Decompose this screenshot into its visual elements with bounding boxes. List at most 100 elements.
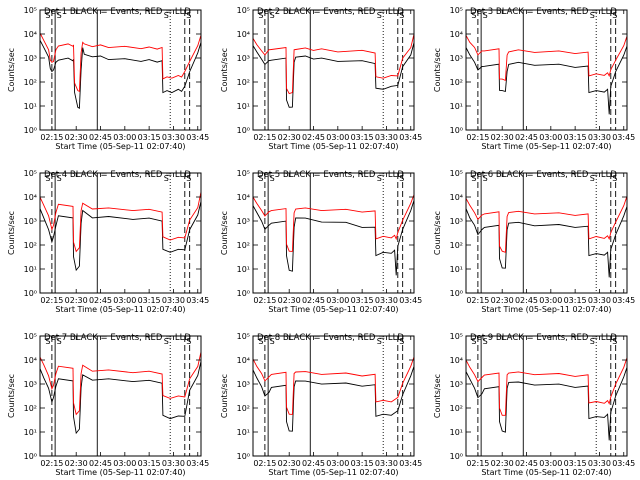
y-tick-label: 10⁴ xyxy=(450,30,463,39)
x-tick-label: 03:00 xyxy=(113,296,136,305)
y-axis-label: Counts/sec xyxy=(7,374,16,418)
panel-title: Det 1 BLACK = Events, RED = LLD xyxy=(44,7,191,17)
y-tick-label: 10² xyxy=(237,241,250,250)
panel-title: Det 8 BLACK = Events, RED = LLD xyxy=(257,333,404,343)
lld-series-line xyxy=(252,194,415,252)
x-axis-label: Start Time (05-Sep-11 02:07:40) xyxy=(55,305,185,314)
y-tick-label: 10³ xyxy=(24,217,37,226)
events-series-line xyxy=(252,42,415,108)
panel-title: Det 3 BLACK = Events, RED = LLD xyxy=(470,7,617,17)
x-tick-label: 03:30 xyxy=(162,296,185,305)
y-tick-label: 10⁰ xyxy=(24,126,37,135)
y-tick-label: 10⁵ xyxy=(450,6,463,15)
plot-frame xyxy=(465,172,628,294)
plot-frame xyxy=(39,172,202,294)
x-tick-label: 02:15 xyxy=(466,296,489,305)
x-tick-label: 02:45 xyxy=(89,296,112,305)
y-tick-label: 10² xyxy=(450,78,463,87)
x-tick-label: 03:15 xyxy=(138,459,161,468)
y-tick-label: 10² xyxy=(24,241,37,250)
events-series-line xyxy=(465,367,628,441)
y-tick-label: 10⁰ xyxy=(237,289,250,298)
flag-label: S xyxy=(483,11,488,20)
x-tick-label: 02:45 xyxy=(302,296,325,305)
plot-frame xyxy=(465,9,628,131)
x-tick-label: 03:30 xyxy=(588,296,611,305)
y-tick-label: 10¹ xyxy=(237,102,250,111)
x-tick-label: 02:45 xyxy=(89,459,112,468)
x-tick-label: 03:00 xyxy=(326,133,349,142)
lld-series-line xyxy=(465,35,628,82)
x-axis-label: Start Time (05-Sep-11 02:07:40) xyxy=(268,305,398,314)
x-tick-label: 03:00 xyxy=(113,459,136,468)
flag-label: S xyxy=(612,174,617,183)
x-tick-label: 03:45 xyxy=(186,133,209,142)
x-axis-label: Start Time (05-Sep-11 02:07:40) xyxy=(481,468,611,477)
x-tick-label: 03:45 xyxy=(399,133,422,142)
x-tick-label: 03:45 xyxy=(399,296,422,305)
x-tick-label: 03:00 xyxy=(113,133,136,142)
flag-label: S xyxy=(45,11,50,20)
flag-label: S xyxy=(164,11,169,20)
flag-label: S xyxy=(258,11,263,20)
y-tick-label: 10⁴ xyxy=(237,356,250,365)
y-tick-label: 10³ xyxy=(24,380,37,389)
flag-label: S xyxy=(483,337,488,346)
x-tick-label: 02:45 xyxy=(302,459,325,468)
x-tick-label: 02:30 xyxy=(278,459,301,468)
x-tick-label: 03:30 xyxy=(375,459,398,468)
x-tick-label: 02:15 xyxy=(253,133,276,142)
y-tick-label: 10⁵ xyxy=(24,6,37,15)
x-tick-label: 03:30 xyxy=(375,133,398,142)
events-series-line xyxy=(465,206,628,278)
flag-label: S xyxy=(186,337,191,346)
events-series-line xyxy=(465,45,628,115)
y-tick-label: 10⁴ xyxy=(24,356,37,365)
flag-label: S xyxy=(471,337,476,346)
flag-label: S xyxy=(57,11,62,20)
y-tick-label: 10⁴ xyxy=(24,193,37,202)
flag-label: S xyxy=(399,11,404,20)
y-tick-label: 10¹ xyxy=(237,265,250,274)
y-tick-label: 10⁴ xyxy=(450,193,463,202)
lld-series-line xyxy=(39,191,202,253)
y-axis-label: Counts/sec xyxy=(433,374,442,418)
x-tick-label: 02:45 xyxy=(302,133,325,142)
x-tick-label: 03:00 xyxy=(326,459,349,468)
y-tick-label: 10¹ xyxy=(450,428,463,437)
x-axis-label: Start Time (05-Sep-11 02:07:40) xyxy=(481,305,611,314)
panel-title: Det 4 BLACK = Events, RED = LLD xyxy=(44,170,191,180)
x-tick-label: 02:45 xyxy=(515,296,538,305)
y-tick-label: 10⁴ xyxy=(24,30,37,39)
flag-label: S xyxy=(270,337,275,346)
flag-label: S xyxy=(45,174,50,183)
x-tick-label: 02:15 xyxy=(40,133,63,142)
plot-frame xyxy=(252,335,415,457)
y-tick-label: 10⁴ xyxy=(450,356,463,365)
y-tick-label: 10³ xyxy=(450,217,463,226)
y-tick-label: 10² xyxy=(450,241,463,250)
panel-title: Det 9 BLACK = Events, RED = LLD xyxy=(470,333,617,343)
flag-label: S xyxy=(270,174,275,183)
flag-label: S xyxy=(612,337,617,346)
x-tick-label: 02:30 xyxy=(65,133,88,142)
y-tick-label: 10¹ xyxy=(450,265,463,274)
x-tick-label: 03:15 xyxy=(564,459,587,468)
lld-series-line xyxy=(39,32,202,93)
x-tick-label: 03:45 xyxy=(186,459,209,468)
x-tick-label: 02:45 xyxy=(89,133,112,142)
x-tick-label: 02:30 xyxy=(491,296,514,305)
flag-label: S xyxy=(164,337,169,346)
x-axis-label: Start Time (05-Sep-11 02:07:40) xyxy=(268,468,398,477)
x-tick-label: 03:45 xyxy=(612,459,635,468)
y-tick-label: 10⁵ xyxy=(237,6,250,15)
x-tick-label: 02:15 xyxy=(40,459,63,468)
plot-frame xyxy=(252,9,415,131)
y-tick-label: 10³ xyxy=(237,380,250,389)
y-tick-label: 10³ xyxy=(24,54,37,63)
panel-title: Det 7 BLACK = Events, RED = LLD xyxy=(44,333,191,343)
